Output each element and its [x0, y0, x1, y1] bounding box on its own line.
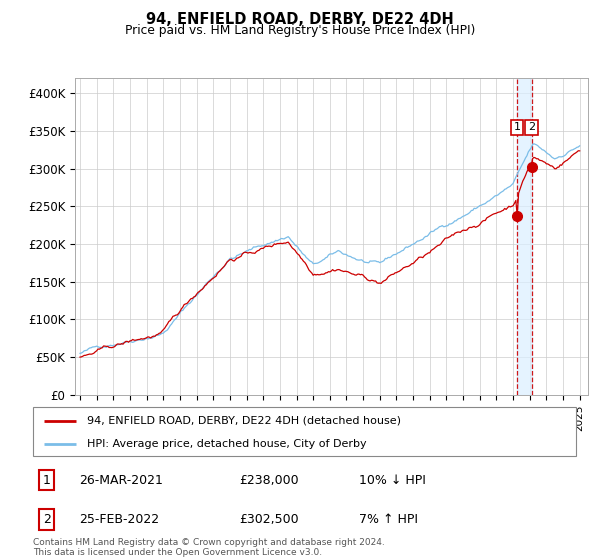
Bar	[517, 78, 532, 395]
Text: 1: 1	[43, 474, 50, 487]
Text: 2: 2	[528, 123, 535, 132]
Text: 94, ENFIELD ROAD, DERBY, DE22 4DH: 94, ENFIELD ROAD, DERBY, DE22 4DH	[146, 12, 454, 27]
Text: £302,500: £302,500	[239, 513, 299, 526]
Text: 10% ↓ HPI: 10% ↓ HPI	[359, 474, 425, 487]
FancyBboxPatch shape	[33, 407, 576, 456]
Text: 2: 2	[43, 513, 50, 526]
Text: 26-MAR-2021: 26-MAR-2021	[79, 474, 163, 487]
Text: £238,000: £238,000	[239, 474, 299, 487]
Text: 1: 1	[514, 123, 520, 132]
Text: 25-FEB-2022: 25-FEB-2022	[79, 513, 159, 526]
Text: HPI: Average price, detached house, City of Derby: HPI: Average price, detached house, City…	[88, 439, 367, 449]
Text: Contains HM Land Registry data © Crown copyright and database right 2024.
This d: Contains HM Land Registry data © Crown c…	[33, 538, 385, 557]
Text: 7% ↑ HPI: 7% ↑ HPI	[359, 513, 418, 526]
Text: 94, ENFIELD ROAD, DERBY, DE22 4DH (detached house): 94, ENFIELD ROAD, DERBY, DE22 4DH (detac…	[88, 416, 401, 426]
Text: Price paid vs. HM Land Registry's House Price Index (HPI): Price paid vs. HM Land Registry's House …	[125, 24, 475, 36]
